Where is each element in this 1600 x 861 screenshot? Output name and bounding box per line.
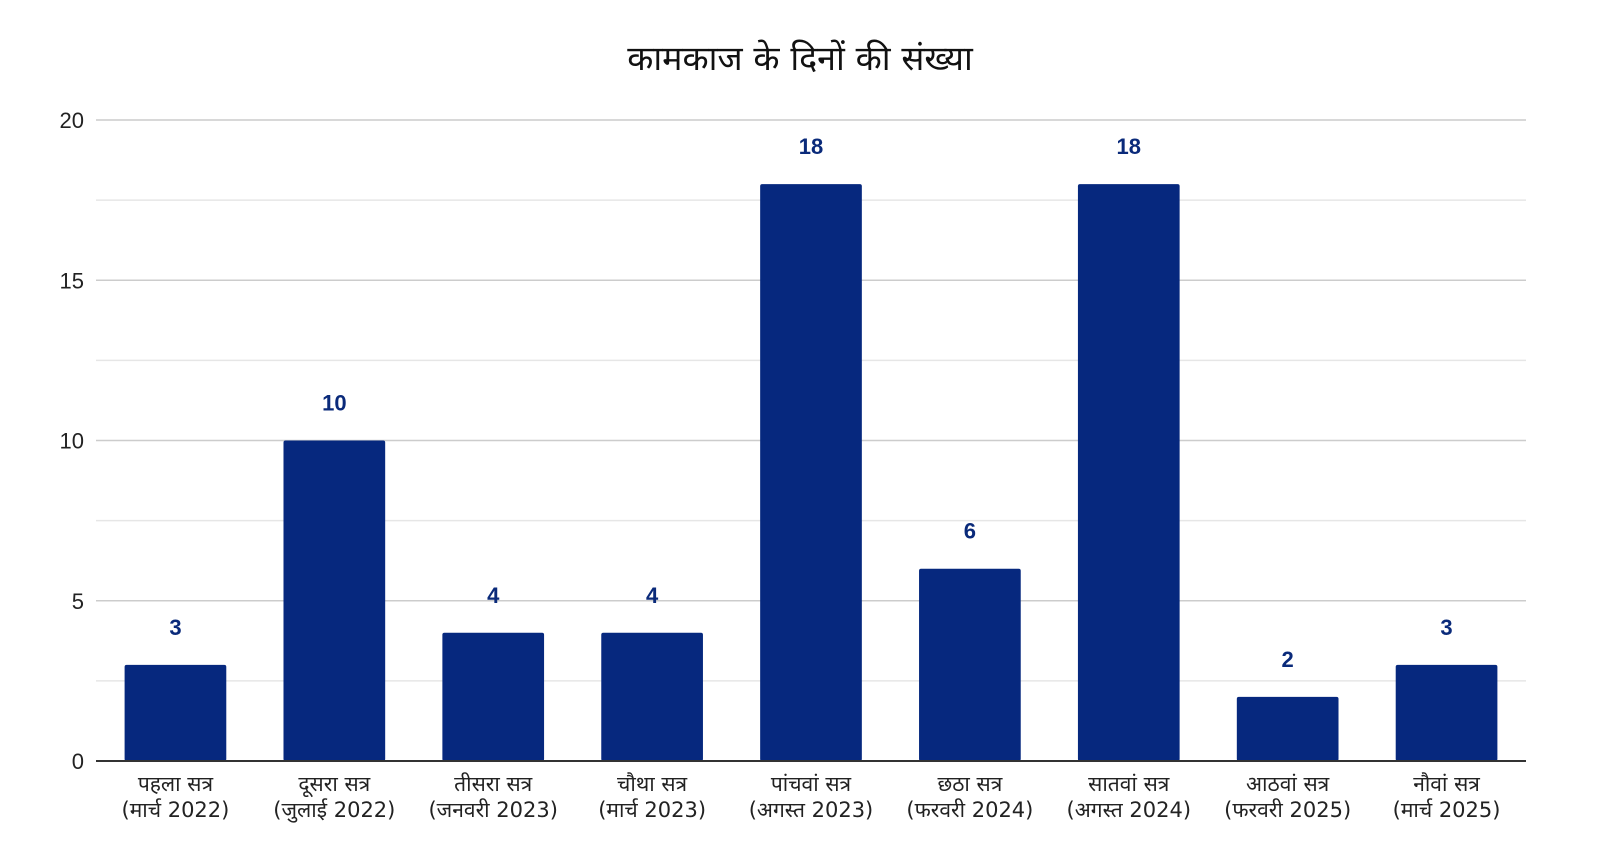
- x-tick-label: (मार्च 2025): [1393, 798, 1501, 822]
- bar: [601, 632, 703, 761]
- data-label: 10: [322, 391, 346, 416]
- x-tick-label: आठवां सत्र: [1246, 772, 1330, 796]
- x-axis-ticks: पहला सत्र(मार्च 2022) दूसरा सत्र(जुलाई 20…: [122, 772, 1501, 823]
- y-tick-label: 5: [72, 589, 84, 614]
- chart-title: कामकाज के दिनों की संख्या: [627, 39, 974, 79]
- y-axis-ticks: 0 5 10 15 20: [60, 108, 84, 774]
- bar: [283, 440, 386, 761]
- data-label: 2: [1282, 647, 1294, 672]
- x-tick-label: (मार्च 2023): [598, 798, 706, 822]
- x-tick-label: (मार्च 2022): [122, 798, 230, 822]
- data-label: 18: [1117, 134, 1141, 159]
- x-tick-label: तीसरा सत्र: [454, 772, 533, 796]
- y-tick-label: 20: [60, 108, 84, 133]
- bar: [1395, 664, 1498, 761]
- x-tick-label: पहला सत्र: [138, 772, 214, 796]
- x-tick-label: (जुलाई 2022): [273, 798, 395, 823]
- y-tick-label: 0: [72, 749, 84, 774]
- x-tick-label: (अगस्त 2023): [749, 798, 874, 822]
- x-tick-label: चौथा सत्र: [617, 772, 688, 796]
- data-label: 4: [646, 583, 659, 608]
- x-tick-label: (फरवरी 2025): [1224, 798, 1351, 822]
- x-tick-label: (अगस्त 2024): [1067, 798, 1192, 822]
- data-label: 3: [1440, 615, 1452, 640]
- data-label: 6: [964, 519, 976, 544]
- x-tick-label: पांचवां सत्र: [771, 772, 852, 796]
- x-tick-label: छठा सत्र: [937, 772, 1002, 796]
- x-tick-label: सातवां सत्र: [1088, 772, 1170, 796]
- y-tick-label: 10: [60, 429, 84, 454]
- x-tick-label: (जनवरी 2023): [428, 798, 557, 822]
- x-tick-label: (फरवरी 2024): [906, 798, 1033, 822]
- x-tick-label: दूसरा सत्र: [298, 772, 370, 798]
- x-tick-label: नौवां सत्र: [1413, 772, 1480, 796]
- bar: [1077, 184, 1180, 762]
- bar: [1236, 696, 1339, 761]
- bar: [760, 184, 862, 762]
- bar: [124, 664, 227, 761]
- y-tick-label: 15: [60, 268, 84, 293]
- data-label: 3: [169, 615, 181, 640]
- bar: [919, 568, 1021, 761]
- bar: [442, 632, 545, 761]
- data-label: 18: [799, 134, 823, 159]
- bars: [124, 184, 1498, 762]
- data-label: 4: [487, 583, 500, 608]
- data-labels: 3 10 4 4 18 6 18 2 3: [169, 134, 1452, 672]
